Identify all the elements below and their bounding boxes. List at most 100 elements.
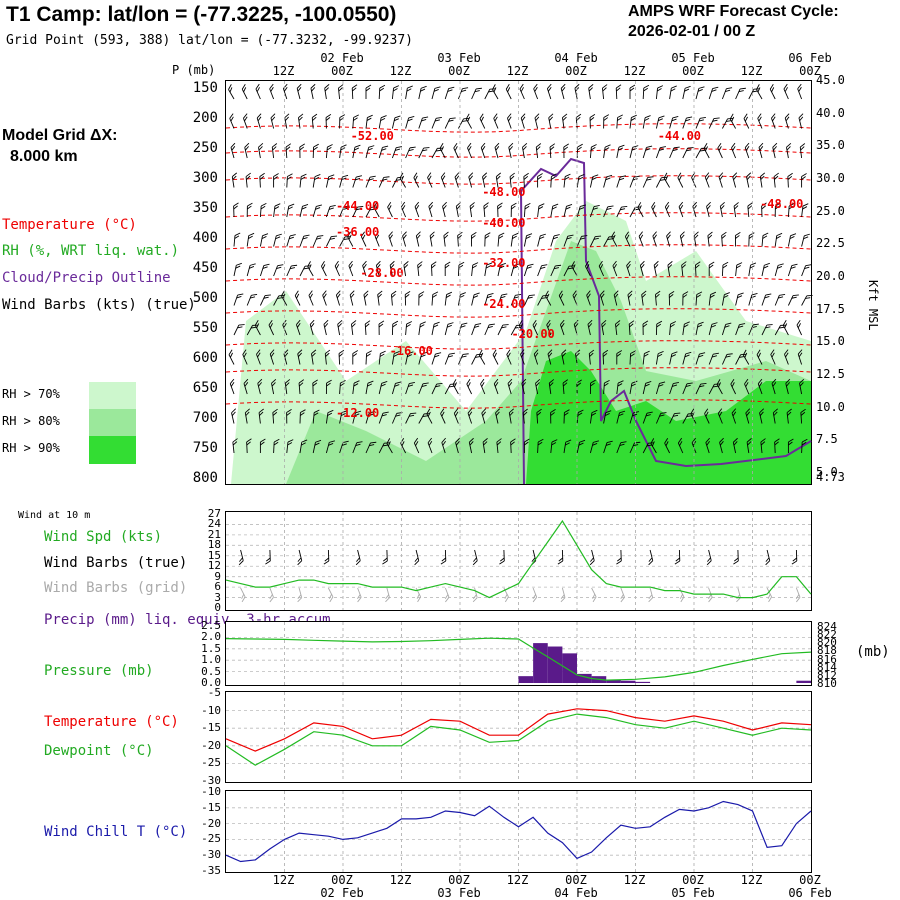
barb-feather xyxy=(445,597,450,603)
barb-feather xyxy=(472,560,478,566)
true-wind-barb xyxy=(616,549,622,565)
barb-feather xyxy=(407,85,413,89)
barb-shaft xyxy=(721,354,728,365)
barb-shaft xyxy=(255,88,261,100)
wind-barb xyxy=(510,232,519,247)
barb-feather xyxy=(678,175,682,181)
wind-barb xyxy=(312,439,322,454)
barb-shaft xyxy=(784,354,789,365)
wind-barb xyxy=(403,261,409,277)
true-wind-barb xyxy=(472,549,478,566)
barb-shaft xyxy=(484,265,487,277)
barb-shaft xyxy=(769,88,776,100)
wind-barb xyxy=(731,408,737,424)
barb-shaft xyxy=(721,235,723,247)
barb-feather xyxy=(783,83,788,90)
wind-barb xyxy=(523,438,530,453)
wind-barb xyxy=(708,322,718,336)
kft-tick: 7.5 xyxy=(816,432,838,447)
barb-feather xyxy=(409,381,415,385)
barb-shaft xyxy=(365,383,369,395)
wind-barb xyxy=(493,113,499,129)
barb-shaft xyxy=(669,117,674,129)
barb-feather xyxy=(395,381,402,384)
wind-barb xyxy=(405,85,413,100)
barb-feather xyxy=(356,557,360,562)
wind-barb xyxy=(575,349,581,365)
barb-shaft xyxy=(522,147,525,159)
wind-speed-tick: 27 xyxy=(207,507,221,520)
barb-feather xyxy=(381,148,387,151)
barb-feather xyxy=(666,231,671,237)
barb-shaft xyxy=(761,294,767,306)
wind-barb xyxy=(400,201,407,218)
barb-shaft xyxy=(735,324,740,336)
precip-bar xyxy=(606,679,621,683)
barb-feather xyxy=(732,146,736,151)
wind-barb xyxy=(310,83,316,100)
barb-feather xyxy=(704,172,710,178)
barb-shaft xyxy=(256,117,261,129)
barb-shaft xyxy=(431,353,436,365)
grid-wind-barb xyxy=(766,587,773,603)
barb-feather xyxy=(401,175,404,181)
barb-shaft xyxy=(550,265,556,277)
barb-shaft xyxy=(523,205,526,218)
barb-feather xyxy=(588,84,594,89)
barb-feather xyxy=(744,352,748,358)
barb-feather xyxy=(534,352,539,358)
pressure-tick: 816 xyxy=(817,652,837,666)
barb-feather xyxy=(630,117,636,121)
barb-feather xyxy=(417,261,423,266)
wind-barb xyxy=(562,379,569,395)
barb-feather xyxy=(768,596,773,603)
barb-shaft xyxy=(458,118,464,129)
grid-wind-barb xyxy=(532,587,538,603)
barb-feather xyxy=(752,90,758,93)
barb-feather xyxy=(653,260,659,266)
barb-feather xyxy=(265,560,271,565)
wind-barb xyxy=(629,411,639,424)
barb-shaft xyxy=(786,147,789,159)
barb-feather xyxy=(658,118,663,122)
barb-feather xyxy=(611,231,616,238)
wind-barb xyxy=(707,231,713,247)
barb-shaft xyxy=(548,383,552,395)
barb-shaft xyxy=(403,265,407,277)
barb-shaft xyxy=(311,117,314,129)
barb-feather xyxy=(602,87,607,92)
barb-feather xyxy=(233,202,239,207)
barb-shaft xyxy=(312,412,315,424)
barb-feather xyxy=(693,231,699,237)
barb-shaft xyxy=(545,295,552,306)
barb-shaft xyxy=(692,206,697,218)
barb-feather xyxy=(499,265,505,269)
barb-feather xyxy=(426,408,431,415)
barb-feather xyxy=(351,323,356,328)
barb-feather xyxy=(395,179,402,181)
barb-feather xyxy=(383,176,390,178)
barb-feather xyxy=(353,380,360,384)
barb-feather xyxy=(684,354,690,358)
barb-shaft xyxy=(378,87,381,100)
wind-barb xyxy=(378,115,387,129)
barb-feather xyxy=(592,207,598,210)
barb-shaft xyxy=(418,147,425,159)
barb-shaft xyxy=(497,294,503,306)
barb-feather xyxy=(736,265,741,269)
wind-barb xyxy=(602,349,609,365)
wind-barb xyxy=(651,201,657,218)
barb-shaft xyxy=(257,383,261,395)
barb-feather xyxy=(646,411,653,414)
barb-feather xyxy=(300,409,306,413)
wind-barb xyxy=(721,353,733,365)
barb-feather xyxy=(434,119,440,122)
barb-shaft xyxy=(748,88,755,100)
wind-barb xyxy=(325,144,333,159)
barb-shaft xyxy=(286,235,291,247)
barb-feather xyxy=(750,295,756,299)
barb-shaft xyxy=(669,324,672,336)
barb-feather xyxy=(642,320,649,325)
barb-feather xyxy=(601,323,606,328)
barb-feather xyxy=(775,205,780,210)
